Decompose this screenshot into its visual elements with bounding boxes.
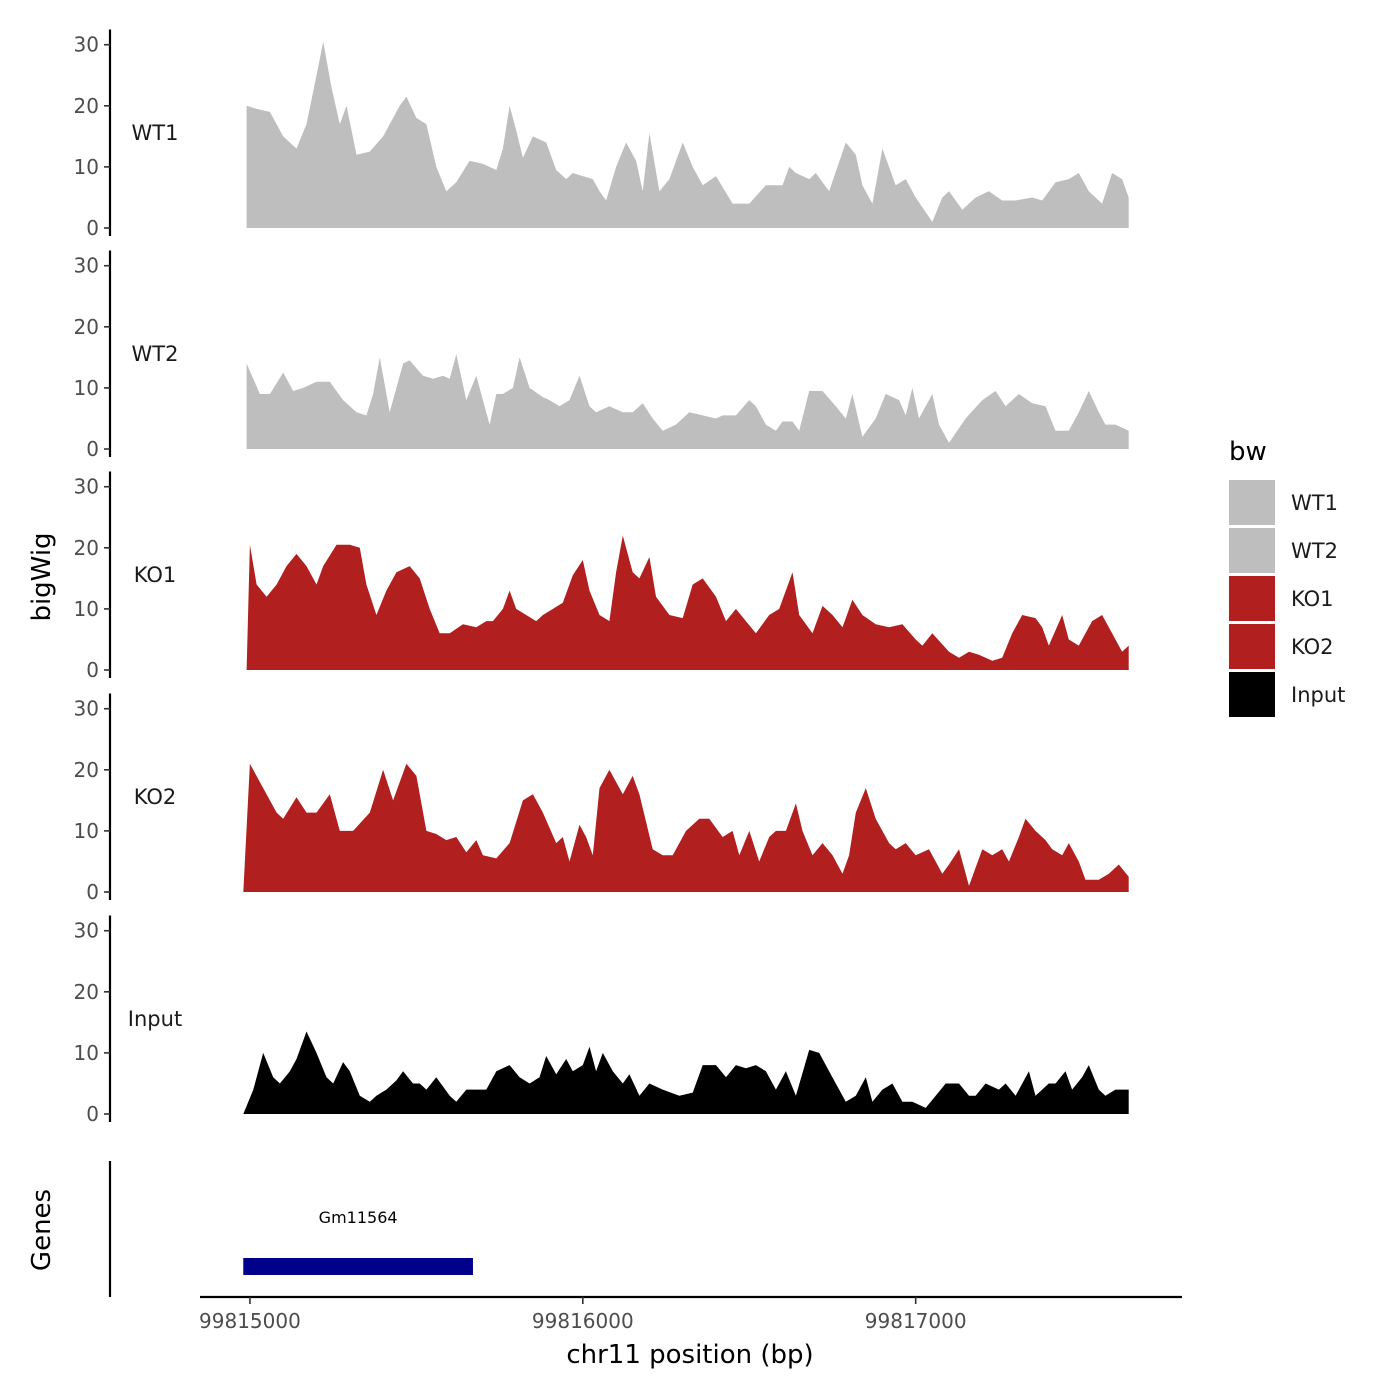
track-label-wt2: WT2 xyxy=(132,342,179,366)
track-ko2: 0 10 20 30 KO2 xyxy=(74,693,1129,904)
y-tick-label: 30 xyxy=(74,919,99,943)
y-tick-label: 0 xyxy=(86,437,99,461)
y-tick-label: 10 xyxy=(74,376,99,400)
x-axis-title: chr11 position (bp) xyxy=(566,1340,813,1370)
y-tick-label: 30 xyxy=(74,697,99,721)
legend-label-ko1: KO1 xyxy=(1291,587,1334,611)
y-tick-label: 10 xyxy=(74,1041,99,1065)
track-input: 0 10 20 30 Input xyxy=(74,915,1129,1126)
area-input xyxy=(243,1031,1129,1114)
x-tick-label: 99816000 xyxy=(532,1309,634,1333)
legend: bw WT1 WT2 KO1 KO2 Input xyxy=(1229,437,1345,717)
legend-label-wt1: WT1 xyxy=(1291,491,1338,515)
gene-bar xyxy=(243,1258,473,1275)
y-tick-label: 10 xyxy=(74,819,99,843)
track-label-ko1: KO1 xyxy=(134,563,177,587)
legend-title: bw xyxy=(1229,437,1267,467)
track-ko1: 0 10 20 30 KO1 xyxy=(74,471,1129,682)
legend-label-input: Input xyxy=(1291,683,1345,707)
legend-key-input xyxy=(1229,672,1275,717)
legend-key-ko2 xyxy=(1229,624,1275,669)
legend-label-ko2: KO2 xyxy=(1291,635,1334,659)
genes-panel: Gm11564 xyxy=(108,1161,473,1297)
track-wt1: 0 10 20 30 WT1 xyxy=(74,29,1129,240)
y-tick-label: 30 xyxy=(74,475,99,499)
y-tick-label: 20 xyxy=(74,315,99,339)
y-tick-label: 20 xyxy=(74,758,99,782)
area-ko2 xyxy=(243,763,1129,892)
y-tick-label: 0 xyxy=(86,658,99,682)
y-tick-label: 10 xyxy=(74,155,99,179)
area-ko1 xyxy=(246,535,1129,670)
y-tick-label: 20 xyxy=(74,980,99,1004)
x-tick-label: 99815000 xyxy=(199,1309,301,1333)
y-axis-title: bigWig xyxy=(27,532,57,621)
y-tick-label: 10 xyxy=(74,597,99,621)
track-label-ko2: KO2 xyxy=(134,785,177,809)
gene-label: Gm11564 xyxy=(319,1208,398,1227)
legend-key-wt1 xyxy=(1229,480,1275,525)
y-tick-label: 20 xyxy=(74,536,99,560)
y-tick-label: 0 xyxy=(86,1102,99,1126)
legend-label-wt2: WT2 xyxy=(1291,539,1338,563)
area-wt1 xyxy=(246,41,1129,229)
y-tick-label: 0 xyxy=(86,216,99,240)
legend-key-ko1 xyxy=(1229,576,1275,621)
legend-key-wt2 xyxy=(1229,528,1275,573)
track-label-input: Input xyxy=(128,1007,182,1031)
y-tick-label: 0 xyxy=(86,880,99,904)
signal-tracks: 0 10 20 30 WT1 0 10 20 30 WT2 0 10 20 30 KO1 0 10 20 30 KO2… xyxy=(74,29,1129,1126)
track-wt2: 0 10 20 30 WT2 xyxy=(74,250,1129,461)
genes-axis-title: Genes xyxy=(27,1189,57,1271)
x-axis: 99815000 99816000 99817000 xyxy=(199,1295,1182,1333)
y-tick-label: 30 xyxy=(74,33,99,57)
x-tick-label: 99817000 xyxy=(865,1309,967,1333)
y-tick-label: 20 xyxy=(74,94,99,118)
y-tick-label: 30 xyxy=(74,254,99,278)
track-label-wt1: WT1 xyxy=(132,121,179,145)
area-wt2 xyxy=(246,354,1129,449)
